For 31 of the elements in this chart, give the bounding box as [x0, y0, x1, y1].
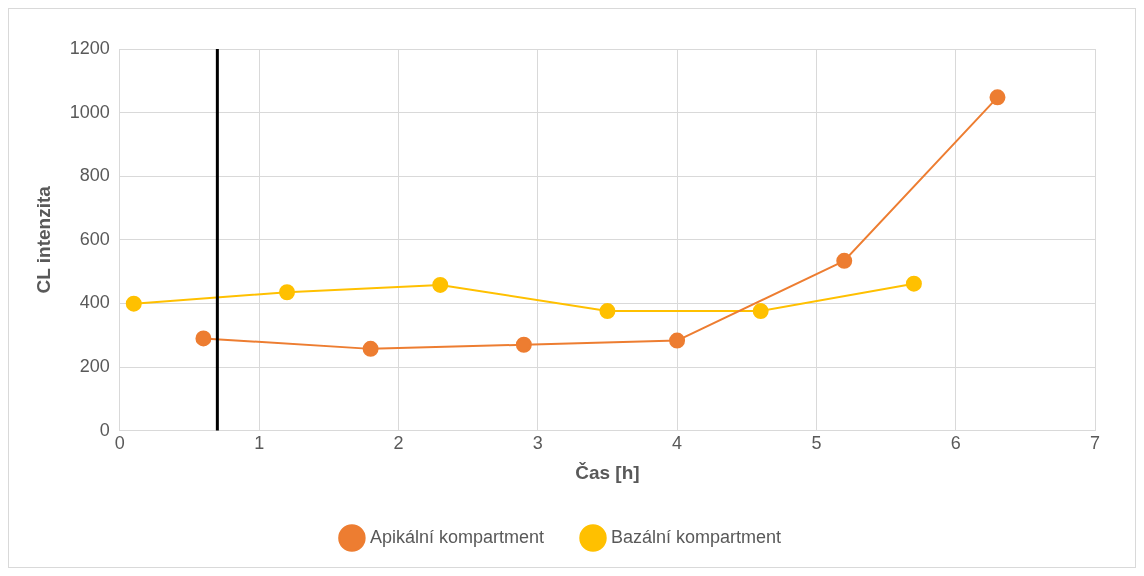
point	[125, 295, 142, 312]
point	[905, 275, 922, 292]
x-tick-label: 1	[254, 433, 265, 454]
x-tick-label: 6	[950, 433, 961, 454]
x-tick-label: 0	[114, 433, 125, 454]
y-tick-label: 1200	[69, 37, 110, 58]
point	[279, 284, 296, 301]
y-axis-title: CL intenzita	[32, 185, 54, 294]
y-tick-label: 1000	[69, 101, 110, 122]
point	[989, 89, 1006, 106]
point	[752, 303, 769, 320]
point	[195, 330, 212, 347]
point	[432, 276, 449, 293]
x-tick-label: 7	[1089, 433, 1101, 454]
y-tick-label: 200	[79, 355, 110, 376]
y-tick-label: 600	[79, 228, 110, 249]
point	[599, 303, 616, 320]
x-tick-label: 4	[672, 433, 683, 454]
x-axis-title: Čas [h]	[575, 461, 640, 483]
x-tick-label: 2	[393, 433, 404, 454]
x-tick-label: 5	[811, 433, 822, 454]
legend-label: Apikální kompartment	[369, 526, 544, 547]
point	[362, 340, 379, 357]
point	[669, 332, 686, 349]
y-tick-label: 400	[79, 292, 110, 313]
x-tick-label: 3	[532, 433, 543, 454]
y-tick-label: 800	[79, 165, 110, 186]
y-tick-label: 0	[99, 419, 110, 440]
point	[515, 336, 532, 353]
point	[836, 252, 853, 269]
legend-label: Bazální kompartment	[611, 526, 782, 547]
